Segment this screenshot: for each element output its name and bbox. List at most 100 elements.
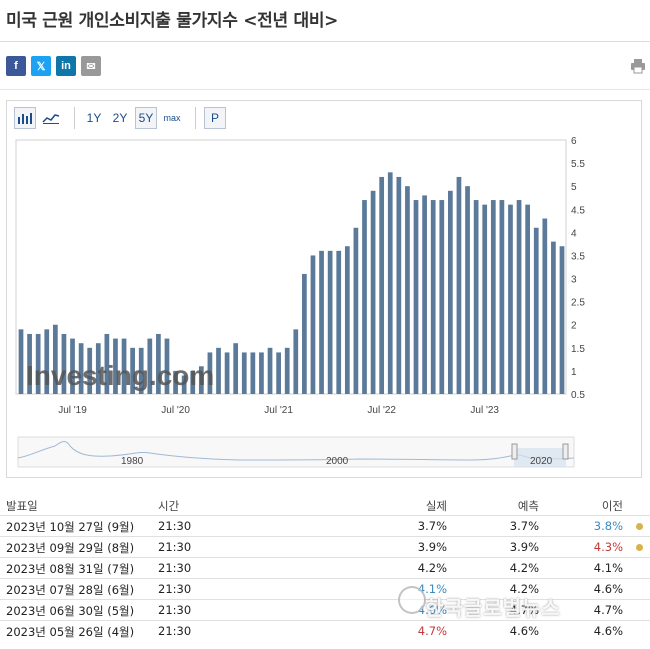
bar[interactable]	[173, 370, 178, 394]
bar[interactable]	[473, 200, 479, 394]
bar[interactable]	[52, 324, 58, 394]
y-tick-label: 0.5	[571, 390, 585, 401]
bar[interactable]	[190, 370, 196, 394]
y-axis: 6 5.5 5 4.5 4 3.5 3 2.5 2 1.5 1 0.5	[571, 136, 585, 401]
bar[interactable]	[499, 200, 505, 394]
bar[interactable]	[138, 347, 144, 394]
bar[interactable]	[224, 352, 230, 394]
bar[interactable]	[516, 200, 522, 394]
bar[interactable]	[336, 250, 342, 394]
bar[interactable]	[439, 200, 445, 394]
bar[interactable]	[490, 200, 496, 394]
bar[interactable]	[181, 375, 187, 394]
bar[interactable]	[370, 190, 376, 394]
bar[interactable]	[551, 241, 556, 394]
bar[interactable]	[95, 343, 101, 394]
bar[interactable]	[327, 250, 333, 394]
range-5y-button[interactable]: 5Y	[135, 107, 157, 129]
revision-dot-icon[interactable]	[636, 544, 643, 551]
bar[interactable]	[362, 200, 367, 394]
bar[interactable]	[70, 338, 75, 394]
range-2y-button[interactable]: 2Y	[112, 111, 128, 125]
bar[interactable]	[413, 200, 419, 394]
bar[interactable]	[344, 246, 350, 394]
bar[interactable]	[302, 273, 307, 394]
news-watermark: 한국글로벌뉴스	[425, 596, 561, 620]
bar[interactable]	[35, 333, 41, 394]
bar[interactable]	[405, 186, 410, 394]
bar[interactable]	[104, 333, 110, 394]
bars-group	[18, 172, 565, 394]
bar[interactable]	[387, 172, 393, 394]
bar[interactable]	[250, 352, 256, 394]
bar[interactable]	[465, 186, 470, 394]
bar[interactable]	[130, 347, 135, 394]
range-1y-button[interactable]: 1Y	[86, 111, 102, 125]
bar[interactable]	[121, 338, 127, 394]
bar[interactable]	[448, 190, 453, 394]
bar[interactable]	[542, 218, 548, 394]
bar[interactable]	[310, 255, 316, 394]
nav-label-2020: 2020	[530, 456, 553, 467]
bar[interactable]	[207, 352, 213, 394]
bar[interactable]	[27, 333, 32, 394]
row-date: 2023년 06월 30일 (5월)	[6, 604, 135, 618]
investing-logo: Investing.com	[26, 360, 214, 391]
bar[interactable]	[44, 329, 50, 394]
header-time: 시간	[158, 499, 180, 513]
bar[interactable]	[259, 352, 264, 394]
bar[interactable]	[216, 347, 221, 394]
bar[interactable]	[559, 246, 565, 394]
row-previous: 4.7%	[593, 603, 623, 617]
bar[interactable]	[379, 176, 385, 394]
bar[interactable]	[147, 338, 153, 394]
bar[interactable]	[422, 195, 427, 394]
bar[interactable]	[508, 204, 513, 394]
row-date: 2023년 08월 31일 (7월)	[6, 562, 135, 576]
row-previous: 4.1%	[593, 561, 623, 575]
row-forecast: 3.9%	[509, 540, 539, 554]
toolbar-separator	[195, 107, 196, 129]
linkedin-share-button[interactable]: in	[56, 56, 76, 76]
row-actual: 3.9%	[417, 540, 447, 554]
bar[interactable]	[164, 338, 170, 394]
print-icon[interactable]	[630, 58, 646, 74]
bar[interactable]	[353, 227, 359, 394]
bar[interactable]	[267, 347, 273, 394]
bar[interactable]	[113, 338, 118, 394]
bar[interactable]	[87, 347, 93, 394]
bar[interactable]	[396, 176, 402, 394]
email-share-button[interactable]: ✉	[81, 56, 101, 76]
row-time: 21:30	[158, 519, 192, 533]
bar[interactable]	[156, 333, 161, 394]
bar[interactable]	[533, 227, 539, 394]
bar[interactable]	[18, 329, 24, 394]
navigator-left-handle[interactable]	[511, 443, 518, 460]
x-tick-label: Jul '23	[470, 405, 499, 416]
bar[interactable]	[61, 333, 67, 394]
p-button[interactable]: P	[204, 107, 226, 129]
row-actual: 4.1%	[417, 582, 447, 596]
row-time: 21:30	[158, 561, 192, 575]
facebook-share-button[interactable]: f	[6, 56, 26, 76]
bar[interactable]	[276, 352, 281, 394]
bar[interactable]	[525, 204, 531, 394]
line-chart-toggle[interactable]	[40, 107, 62, 129]
bar[interactable]	[430, 200, 436, 394]
header-date: 발표일	[6, 499, 38, 513]
bar[interactable]	[198, 366, 204, 394]
navigator-right-handle[interactable]	[562, 443, 569, 460]
x-axis: Jul '19 Jul '20 Jul '21 Jul '22 Jul '23	[58, 405, 499, 416]
revision-dot-icon[interactable]	[636, 523, 643, 530]
range-max-button[interactable]: max	[163, 113, 181, 123]
bar[interactable]	[319, 250, 324, 394]
bar[interactable]	[78, 343, 84, 394]
bar-chart-toggle[interactable]	[14, 107, 36, 129]
bar[interactable]	[482, 204, 488, 394]
bar[interactable]	[293, 329, 299, 394]
bar[interactable]	[241, 352, 247, 394]
bar[interactable]	[284, 347, 290, 394]
bar[interactable]	[233, 343, 239, 394]
bar[interactable]	[456, 176, 462, 394]
twitter-share-button[interactable]: 𝕏	[31, 56, 51, 76]
